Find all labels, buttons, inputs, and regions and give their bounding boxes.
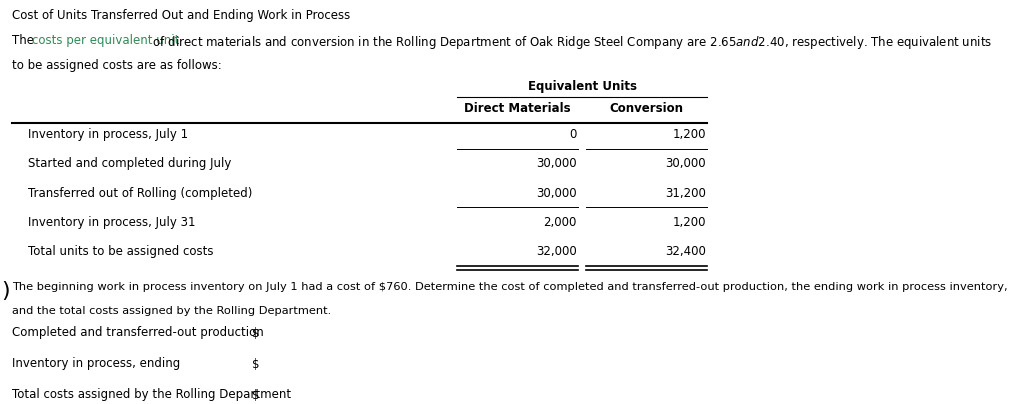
Text: The beginning work in process inventory on July 1 had a cost of $760. Determine : The beginning work in process inventory … <box>12 282 1008 292</box>
Text: 1,200: 1,200 <box>673 128 706 141</box>
Text: costs per equivalent unit: costs per equivalent unit <box>32 34 179 47</box>
Text: $: $ <box>252 327 260 340</box>
Text: Inventory in process, July 1: Inventory in process, July 1 <box>28 128 188 141</box>
Text: 30,000: 30,000 <box>666 158 706 170</box>
Text: to be assigned costs are as follows:: to be assigned costs are as follows: <box>12 59 221 72</box>
Text: ): ) <box>1 281 10 301</box>
Text: Cost of Units Transferred Out and Ending Work in Process: Cost of Units Transferred Out and Ending… <box>12 9 350 22</box>
Text: Completed and transferred-out production: Completed and transferred-out production <box>12 326 263 339</box>
Text: and the total costs assigned by the Rolling Department.: and the total costs assigned by the Roll… <box>12 306 331 316</box>
Text: The: The <box>12 34 38 47</box>
Text: Inventory in process, July 31: Inventory in process, July 31 <box>28 216 196 229</box>
Text: Direct Materials: Direct Materials <box>464 102 570 115</box>
Text: 30,000: 30,000 <box>536 158 577 170</box>
Text: $: $ <box>252 358 260 371</box>
Text: of direct materials and conversion in the Rolling Department of Oak Ridge Steel : of direct materials and conversion in th… <box>148 34 992 51</box>
Text: 32,000: 32,000 <box>536 245 577 259</box>
Text: Conversion: Conversion <box>610 102 684 115</box>
Text: 31,200: 31,200 <box>665 187 706 200</box>
FancyBboxPatch shape <box>259 388 336 404</box>
FancyBboxPatch shape <box>259 357 336 377</box>
Text: Transferred out of Rolling (completed): Transferred out of Rolling (completed) <box>28 187 252 200</box>
Text: Total units to be assigned costs: Total units to be assigned costs <box>28 245 214 259</box>
Text: 1,200: 1,200 <box>673 216 706 229</box>
Text: 32,400: 32,400 <box>665 245 706 259</box>
Text: 2,000: 2,000 <box>543 216 577 229</box>
Text: Total costs assigned by the Rolling Department: Total costs assigned by the Rolling Depa… <box>12 387 291 400</box>
Text: 0: 0 <box>569 128 577 141</box>
Text: $: $ <box>252 389 260 402</box>
Text: Started and completed during July: Started and completed during July <box>28 158 231 170</box>
FancyBboxPatch shape <box>259 326 336 346</box>
Text: 30,000: 30,000 <box>536 187 577 200</box>
Text: Equivalent Units: Equivalent Units <box>527 80 637 93</box>
Text: Inventory in process, ending: Inventory in process, ending <box>12 357 180 370</box>
